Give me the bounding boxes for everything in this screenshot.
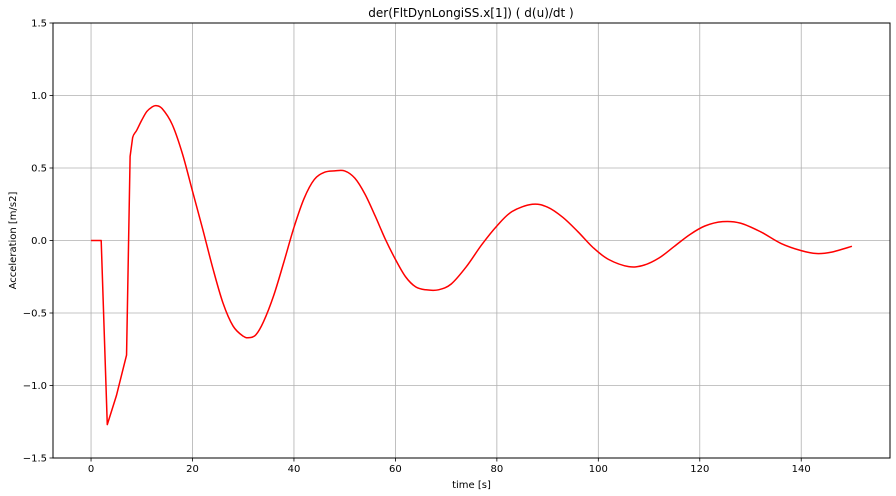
x-tick-label: 0 — [88, 464, 94, 475]
series — [91, 104, 853, 426]
x-tick-label: 80 — [490, 464, 503, 475]
x-tick-label: 120 — [690, 464, 709, 475]
grid — [53, 22, 890, 459]
x-tick-label: 20 — [186, 464, 199, 475]
axis-ticks: 0 20 40 60 80 100 120 140 −1.5 −1.0 −0.5 0.0 0.5 1.0 1… — [23, 19, 811, 476]
plot-frame — [52, 22, 891, 459]
series-line — [91, 104, 853, 426]
y-tick-label: −0.5 — [23, 309, 47, 320]
x-tick-label: 100 — [589, 464, 608, 475]
y-tick-label: 0.0 — [31, 236, 47, 247]
y-tick-label: −1.5 — [23, 454, 47, 465]
y-tick-label: 1.0 — [31, 91, 47, 102]
chart-title: der(FltDynLongiSS.x[1]) ( d(u)/dt ) — [368, 6, 573, 20]
y-axis-label: Acceleration [m/s2] — [8, 192, 19, 290]
y-tick-label: 1.5 — [31, 19, 47, 30]
x-axis-label: time [s] — [452, 480, 491, 491]
y-tick-label: −1.0 — [23, 381, 47, 392]
x-tick-label: 60 — [389, 464, 402, 475]
x-tick-label: 40 — [288, 464, 301, 475]
y-tick-label: 0.5 — [31, 164, 47, 175]
x-tick-label: 140 — [792, 464, 811, 475]
